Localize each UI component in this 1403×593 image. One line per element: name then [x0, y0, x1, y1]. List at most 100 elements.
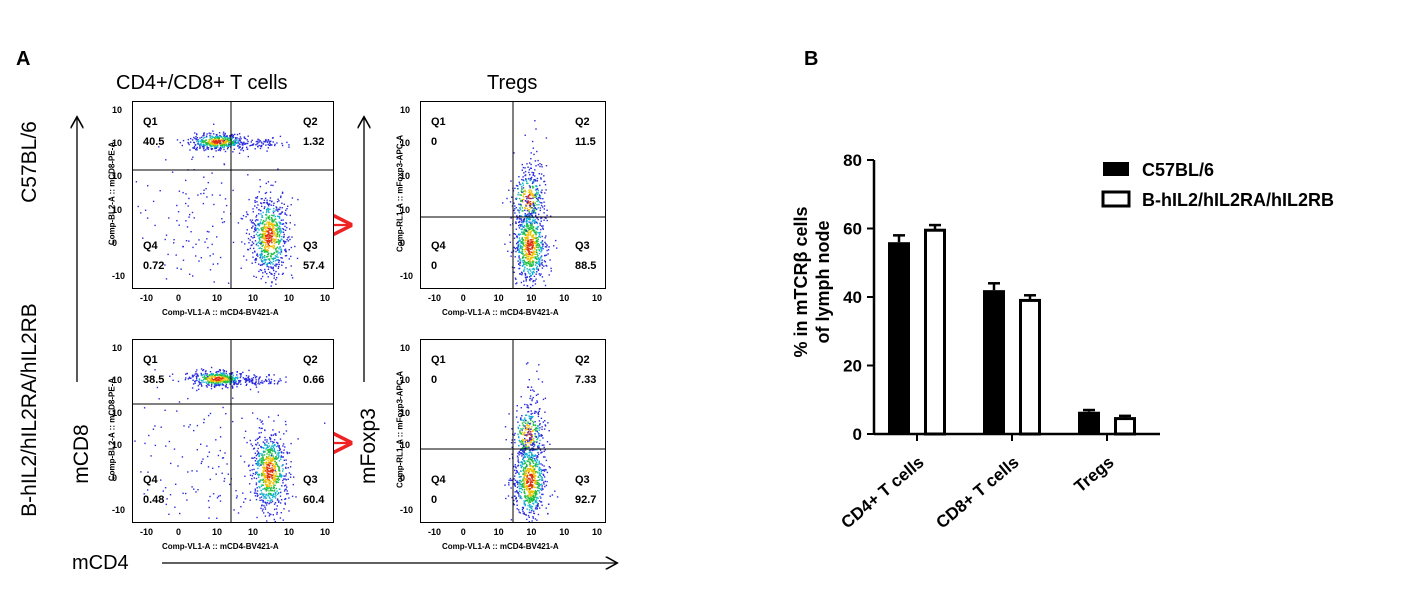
- flow-dot: [274, 520, 276, 522]
- flow-dot: [266, 199, 268, 201]
- flow-dot: [268, 244, 270, 247]
- flow-dot: [214, 376, 217, 378]
- flow-dot: [213, 386, 216, 388]
- flow-dot: [548, 246, 550, 248]
- flow-dot: [239, 373, 241, 375]
- flow-dot: [545, 217, 547, 219]
- flow-dot: [265, 462, 268, 464]
- flow-dot: [276, 441, 278, 444]
- flow-dot: [544, 480, 546, 483]
- flow-dot: [276, 251, 278, 253]
- flow-dot: [536, 198, 538, 200]
- flow-dot: [255, 444, 258, 446]
- flow-dot: [520, 252, 523, 254]
- flow-dot: [538, 258, 540, 261]
- flow-dot: [185, 377, 187, 379]
- flow-dot: [515, 498, 517, 500]
- flow-dot: [260, 219, 262, 221]
- flow-dot: [526, 219, 528, 221]
- flow-dot: [263, 451, 265, 454]
- flow-dot: [265, 228, 267, 230]
- flow-dot: [522, 449, 525, 451]
- flow-dot: [527, 236, 529, 238]
- flow-dot: [251, 262, 253, 264]
- flow-dot: [264, 444, 267, 446]
- flow-dot: [522, 451, 524, 454]
- flow-dot: [521, 169, 523, 171]
- flow-dot: [211, 376, 214, 378]
- flow-dot: [527, 166, 529, 168]
- flow-dot: [540, 435, 543, 437]
- flow-dot: [210, 380, 212, 382]
- flow-dot: [518, 224, 520, 227]
- flow-dot: [531, 480, 533, 482]
- flow-dot: [540, 273, 542, 275]
- flow-dot: [198, 239, 200, 241]
- flow-dot: [266, 449, 269, 451]
- flow-dot: [197, 194, 199, 196]
- flow-dot: [216, 381, 218, 383]
- flow-dot: [270, 501, 272, 504]
- flow-dot: [269, 226, 272, 228]
- flow-dot: [524, 503, 526, 505]
- flow-dot: [258, 444, 261, 446]
- flow-dot: [520, 419, 522, 421]
- flow-dot: [530, 473, 532, 476]
- flow-dot: [278, 447, 281, 449]
- flow-dot: [524, 167, 526, 169]
- flow-dot: [173, 239, 175, 241]
- flow-dot: [264, 496, 267, 498]
- flow-dot: [527, 202, 530, 204]
- flow-dot: [271, 222, 273, 224]
- flow-dot: [206, 377, 209, 379]
- flow-dot: [236, 371, 238, 373]
- flow-dot: [526, 518, 528, 521]
- flow-dot: [255, 454, 258, 457]
- flow-dot: [520, 221, 523, 223]
- flow-dot: [219, 140, 221, 143]
- flow-dot: [526, 428, 528, 430]
- flow-dot: [524, 426, 526, 428]
- flow-dot: [258, 141, 260, 143]
- flow-dot: [544, 254, 546, 257]
- flow-dot: [264, 466, 266, 469]
- flow-dot: [533, 474, 536, 476]
- flow-dot: [268, 203, 270, 206]
- flow-dot: [216, 145, 218, 148]
- flow-dot: [535, 217, 538, 219]
- flow-dot: [261, 446, 264, 449]
- flow-dot: [519, 183, 521, 185]
- flow-dot: [538, 263, 540, 265]
- flow-dot: [527, 496, 529, 499]
- flow-dot: [272, 483, 275, 485]
- x-channel-label: Comp-VL1-A :: mCD4-BV421-A: [162, 308, 279, 317]
- flow-dot: [267, 231, 269, 234]
- flow-dot: [218, 137, 220, 140]
- flow-dot: [219, 142, 222, 144]
- flow-dot: [533, 482, 536, 484]
- flow-dot: [536, 251, 538, 254]
- flow-dot: [538, 482, 540, 485]
- flow-dot: [539, 197, 541, 199]
- flow-dot: [262, 484, 264, 486]
- flow-dot: [219, 144, 222, 146]
- flow-dot: [272, 246, 274, 249]
- flow-dot: [269, 263, 272, 265]
- flow-dot: [541, 240, 544, 242]
- flow-dot: [534, 449, 536, 451]
- flow-dot: [537, 415, 540, 418]
- flow-dot: [529, 456, 532, 459]
- flow-dot: [205, 385, 208, 387]
- flow-dot: [259, 185, 262, 188]
- flow-dot: [288, 146, 290, 148]
- flow-dot: [522, 256, 524, 258]
- flow-dot: [221, 377, 224, 379]
- quadrant-value: 0.48: [143, 494, 165, 506]
- flow-dot: [221, 142, 223, 144]
- flow-dot: [216, 378, 219, 381]
- flow-dot: [207, 246, 209, 249]
- flow-dot: [519, 218, 521, 220]
- flow-dot: [510, 487, 512, 489]
- flow-dot: [206, 373, 208, 376]
- flow-dot: [525, 179, 527, 181]
